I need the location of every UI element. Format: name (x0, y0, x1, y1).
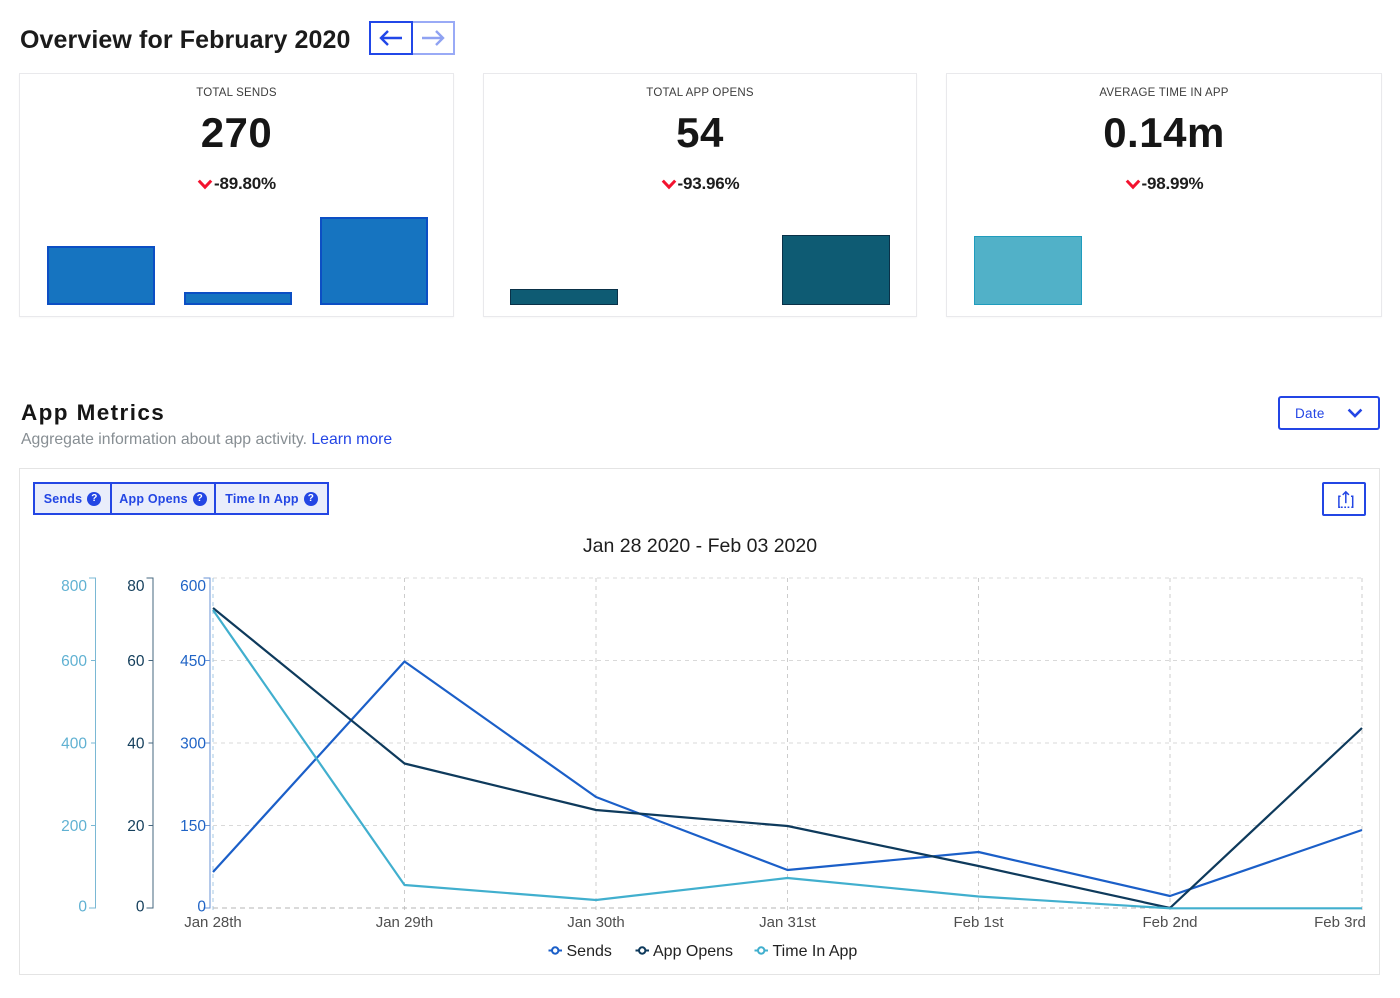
svg-text:Jan 28 2020 - Feb 03 2020: Jan 28 2020 - Feb 03 2020 (583, 535, 817, 557)
svg-text:20: 20 (127, 818, 145, 835)
svg-text:0: 0 (78, 899, 87, 916)
svg-text:80: 80 (127, 578, 145, 595)
svg-text:200: 200 (61, 818, 87, 835)
svg-text:Jan 31st: Jan 31st (759, 914, 817, 931)
svg-text:600: 600 (180, 578, 206, 595)
svg-text:Feb 1st: Feb 1st (953, 914, 1004, 931)
svg-text:40: 40 (127, 736, 145, 753)
svg-text:60: 60 (127, 653, 145, 670)
svg-text:0: 0 (136, 899, 145, 916)
svg-text:Feb 2nd: Feb 2nd (1142, 914, 1197, 931)
svg-text:600: 600 (61, 653, 87, 670)
svg-text:Feb 3rd: Feb 3rd (1314, 914, 1366, 931)
svg-text:450: 450 (180, 653, 206, 670)
svg-text:0: 0 (197, 899, 206, 916)
svg-text:Jan 29th: Jan 29th (376, 914, 434, 931)
svg-text:Sends: Sends (567, 943, 612, 960)
svg-text:150: 150 (180, 818, 206, 835)
svg-text:App Opens: App Opens (653, 943, 733, 960)
svg-text:Jan 28th: Jan 28th (184, 914, 242, 931)
svg-text:400: 400 (61, 736, 87, 753)
svg-text:Time In App: Time In App (773, 943, 858, 960)
svg-text:300: 300 (180, 736, 206, 753)
svg-text:Jan 30th: Jan 30th (567, 914, 625, 931)
svg-text:800: 800 (61, 578, 87, 595)
